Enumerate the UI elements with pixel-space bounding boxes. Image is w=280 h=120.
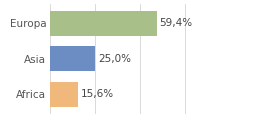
Text: 15,6%: 15,6% [81, 89, 114, 99]
Bar [50, 11, 157, 36]
Bar [50, 82, 78, 107]
Text: 59,4%: 59,4% [160, 18, 193, 28]
Bar [50, 46, 95, 71]
Text: 25,0%: 25,0% [98, 54, 131, 64]
